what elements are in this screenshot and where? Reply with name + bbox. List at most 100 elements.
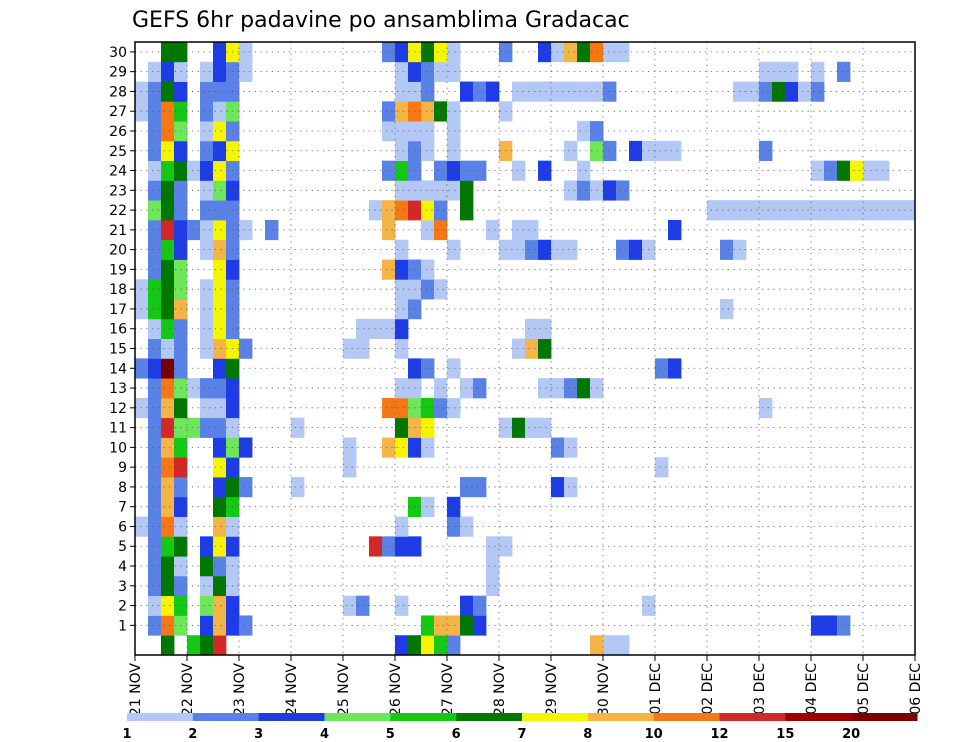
heatmap-cell bbox=[213, 180, 227, 201]
heatmap-cell bbox=[161, 279, 175, 300]
heatmap-cell bbox=[213, 219, 227, 241]
heatmap-cell bbox=[213, 457, 227, 478]
heatmap-cell bbox=[148, 121, 162, 142]
heatmap-cell bbox=[200, 417, 214, 438]
heatmap-cell bbox=[603, 81, 617, 102]
y-tick-label: 21 bbox=[109, 223, 127, 239]
heatmap-cell bbox=[200, 200, 214, 221]
heatmap-cell bbox=[772, 61, 786, 82]
heatmap-cell bbox=[382, 121, 396, 142]
heatmap-cell bbox=[447, 358, 461, 379]
heatmap-cell bbox=[538, 338, 552, 359]
heatmap-cell bbox=[525, 417, 539, 438]
heatmap-cell bbox=[200, 101, 214, 122]
heatmap-cell bbox=[577, 42, 591, 63]
heatmap-cell bbox=[200, 299, 214, 320]
heatmap-cell bbox=[148, 516, 162, 537]
heatmap-cell bbox=[161, 121, 175, 142]
heatmap-cell bbox=[213, 536, 227, 557]
heatmap-cell bbox=[148, 437, 162, 458]
heatmap-cell bbox=[564, 140, 578, 162]
legend-swatch bbox=[390, 713, 457, 721]
heatmap-cell bbox=[889, 200, 903, 221]
heatmap-cell bbox=[200, 615, 214, 636]
heatmap-cell bbox=[616, 42, 630, 63]
heatmap-cell bbox=[759, 200, 773, 221]
heatmap-cell bbox=[161, 417, 175, 438]
legend-swatch bbox=[522, 713, 589, 721]
heatmap-cell bbox=[200, 635, 214, 656]
heatmap-cell bbox=[161, 259, 175, 280]
y-tick-label: 4 bbox=[118, 559, 127, 575]
heatmap-cell bbox=[668, 140, 682, 162]
heatmap-cell bbox=[759, 81, 773, 102]
heatmap-cell bbox=[434, 180, 448, 201]
heatmap-cell bbox=[213, 318, 227, 340]
heatmap-cell bbox=[447, 61, 461, 82]
heatmap-cell bbox=[564, 378, 578, 399]
x-tick-label: 02 DEC bbox=[700, 663, 716, 715]
heatmap-cell bbox=[447, 101, 461, 122]
y-tick-label: 20 bbox=[109, 243, 127, 259]
heatmap-cell bbox=[148, 595, 162, 616]
y-tick-label: 11 bbox=[109, 421, 127, 437]
heatmap-cell bbox=[382, 42, 396, 63]
heatmap-cell bbox=[395, 338, 409, 359]
heatmap-cell bbox=[395, 200, 409, 221]
heatmap-cell bbox=[512, 219, 526, 241]
heatmap-cell bbox=[577, 160, 591, 181]
x-tick-label: 25 NOV bbox=[336, 663, 352, 717]
heatmap-cell bbox=[356, 318, 370, 340]
heatmap-cell bbox=[161, 299, 175, 320]
heatmap-cell bbox=[200, 556, 214, 577]
heatmap-cell bbox=[525, 338, 539, 359]
heatmap-cell bbox=[200, 140, 214, 162]
heatmap-cell bbox=[356, 338, 370, 359]
heatmap-cell bbox=[161, 457, 175, 478]
heatmap-cell bbox=[369, 200, 383, 221]
heatmap-cell bbox=[395, 378, 409, 399]
heatmap-cell bbox=[239, 42, 253, 63]
heatmap-cell bbox=[447, 239, 461, 260]
x-tick-label: 21 NOV bbox=[128, 663, 144, 717]
legend-label: 20 bbox=[842, 727, 860, 742]
y-tick-label: 14 bbox=[109, 361, 127, 377]
heatmap-cell bbox=[148, 457, 162, 478]
y-tick-label: 12 bbox=[109, 401, 127, 417]
heatmap-cell bbox=[564, 239, 578, 260]
heatmap-cell bbox=[655, 140, 669, 162]
heatmap-cell bbox=[187, 219, 201, 241]
heatmap-cell bbox=[148, 279, 162, 300]
heatmap-cell bbox=[200, 595, 214, 616]
heatmap-cell bbox=[434, 160, 448, 181]
heatmap-cell bbox=[850, 200, 864, 221]
grid-lines bbox=[135, 42, 915, 655]
heatmap-cell bbox=[421, 635, 435, 656]
heatmap-cell bbox=[395, 595, 409, 616]
heatmap-cell bbox=[161, 615, 175, 636]
y-tick-label: 26 bbox=[109, 124, 127, 140]
x-tick-label: 29 NOV bbox=[544, 663, 560, 717]
heatmap-cell bbox=[369, 318, 383, 340]
heatmap-cell bbox=[902, 200, 916, 221]
heatmap-cell bbox=[525, 219, 539, 241]
heatmap-cell bbox=[395, 536, 409, 557]
heatmap-cell bbox=[447, 121, 461, 142]
heatmap-cell bbox=[148, 180, 162, 201]
heatmap-cell bbox=[564, 81, 578, 102]
heatmap-cell bbox=[473, 595, 487, 616]
legend-label: 3 bbox=[254, 727, 263, 742]
heatmap-cell bbox=[161, 239, 175, 260]
heatmap-cell bbox=[434, 615, 448, 636]
heatmap-cell bbox=[447, 496, 461, 517]
heatmap-cell bbox=[538, 318, 552, 340]
heatmap-cell bbox=[772, 81, 786, 102]
heatmap-cell bbox=[239, 61, 253, 82]
heatmap-cell bbox=[148, 61, 162, 82]
heatmap-cell bbox=[525, 318, 539, 340]
heatmap-cell bbox=[421, 61, 435, 82]
heatmap-cell bbox=[811, 200, 825, 221]
heatmap-cell bbox=[577, 378, 591, 399]
heatmap-cell bbox=[213, 140, 227, 162]
heatmap-cell bbox=[291, 417, 305, 438]
